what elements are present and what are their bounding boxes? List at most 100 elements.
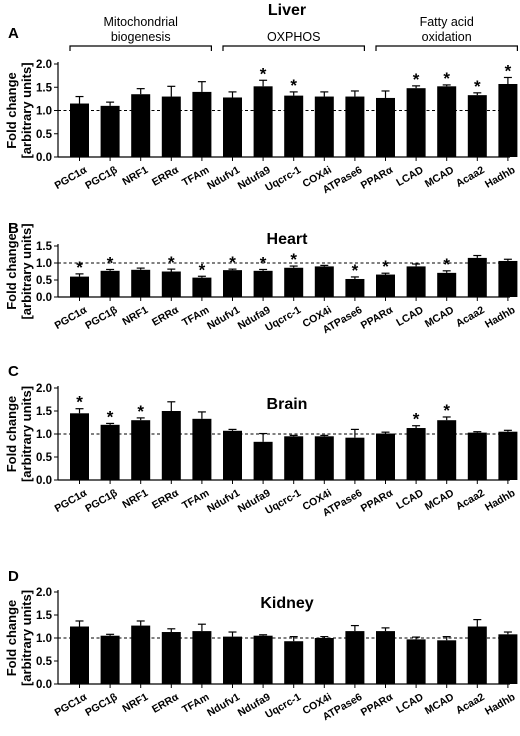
chart-2-significance-marker: * [229,253,236,272]
chart-2-bar [467,257,487,297]
chart-4-xtick-label: MCAD [423,691,457,717]
chart-3-bar [161,411,181,480]
chart-2-significance-marker: * [76,258,83,277]
chart-1-significance-marker: * [443,69,450,88]
chart-4-ylabel-line: [arbitrary units] [19,590,34,686]
chart-2-xtick-label: ERRα [150,304,181,329]
chart-4-xtick-label: ERRα [150,691,181,716]
chart-1-xtick-label: Acaa2 [454,164,487,190]
chart-3-ytick-label: 1.0 [36,429,52,441]
chart-1-panel-letter: A [8,25,19,42]
chart-3-bar [223,430,242,480]
chart-2-xtick-label: Uqcrc-1 [263,304,303,334]
chart-3-xtick-label: NRF1 [120,487,150,511]
chart-2-significance-marker: * [352,261,359,280]
chart-3-bar [131,420,151,480]
chart-2-ytick-label: 0.0 [36,292,52,304]
chart-2-bar [498,260,518,297]
chart-3-ytick-label: 1.5 [36,406,53,418]
chart-2-bar [437,272,457,297]
chart-4-xtick-label: Ndufv1 [205,691,242,719]
chart-4-ytick-label: 1.0 [36,633,52,645]
chart-4-bar [161,632,181,684]
chart-3-bar [284,436,304,480]
chart-1-bar [376,97,395,157]
chart-2-significance-marker: * [382,257,389,276]
chart-1-group-bracket [222,45,365,51]
chart-1-ytick-label: 1.0 [36,106,52,118]
chart-3-xtick-label: PGC1α [53,487,90,515]
chart-2-xtick-label: NRF1 [120,304,150,328]
chart-2-xtick-label: Acaa2 [454,304,487,330]
chart-4-xtick-label: PGC1α [53,691,90,719]
chart-2-title: Heart [267,231,309,248]
chart-2-significance-marker: * [443,255,450,274]
chart-3-bar [253,441,273,480]
chart-4-xtick-label: PGC1β [83,691,120,719]
chart-2-ytick-label: 0.5 [36,275,53,287]
chart-2-ylabel-line: Fold change [4,233,19,310]
chart-3-bar [345,437,365,480]
chart-2-ylabel-line: [arbitrary units] [19,223,34,319]
chart-2-xtick-label: PGC1α [53,304,90,332]
chart-4-bar [253,635,273,684]
chart-1-xtick-label: NRF1 [120,164,150,188]
chart-1-significance-marker: * [290,76,297,95]
chart-4-title: Kidney [260,595,313,612]
chart-1-group-bracket [375,45,518,51]
chart-4-bar [406,639,426,684]
chart-1-bar [406,88,426,157]
chart-1-bar [284,95,304,157]
chart-3-significance-marker: * [137,402,144,421]
chart-1-ytick-label: 1.5 [36,82,53,94]
chart-1-bar [223,97,242,157]
chart-1-xtick-label: PGC1α [53,164,90,192]
chart-2-bar [192,277,212,297]
chart-2-panel-letter: B [8,220,19,237]
chart-1-significance-marker: * [505,61,512,80]
chart-1-group-label: Fatty acid [420,15,474,29]
chart-2-bar [161,271,181,297]
chart-4-panel-letter: D [8,568,19,585]
chart-3-bar [192,418,212,480]
chart-4-bar [223,636,242,684]
chart-4-xtick-label: Uqcrc-1 [263,691,303,721]
chart-2-bar [253,270,273,297]
chart-1-significance-marker: * [260,64,267,83]
chart-4-bar [192,631,212,684]
chart-4-ytick-label: 0.0 [36,679,52,691]
chart-3-significance-marker: * [413,410,420,429]
chart-1-bar [467,95,487,157]
chart-4-bar [314,638,334,684]
chart-1-group-bracket [69,45,212,51]
chart-3-ytick-label: 0.0 [36,475,52,487]
chart-3-significance-marker: * [76,393,83,412]
chart-4-xtick-label: Acaa2 [454,691,487,717]
chart-1-bar [437,86,457,157]
chart-1-ytick-label: 0.0 [36,152,52,164]
chart-1-group-label: OXPHOS [267,30,321,44]
chart-3-xtick-label: Ndufv1 [205,487,242,515]
chart-4-bar [284,641,304,684]
chart-4-bar [376,631,395,684]
chart-2-significance-marker: * [168,253,175,272]
chart-2-bar [100,270,120,297]
chart-1-bar [70,103,89,157]
chart-3-bar [314,436,334,480]
chart-1-xtick-label: Uqcrc-1 [263,164,303,194]
chart-1-group-label: biogenesis [111,30,171,44]
chart-1-xtick-label: Ndufv1 [205,164,242,192]
chart-4-bar [100,635,120,684]
chart-2-bar [345,278,365,297]
chart-1-xtick-label: PPARα [359,164,396,192]
chart-3-bar [100,424,120,480]
chart-1-bar [100,105,120,157]
chart-4-bar [467,626,487,684]
chart-3-bar [70,413,89,480]
chart-4-bar [437,640,457,684]
chart-1-bar [192,91,212,157]
chart-2-ytick-label: 1.5 [36,241,53,253]
chart-3-xtick-label: Acaa2 [454,487,487,513]
chart-1-bar [345,96,365,157]
